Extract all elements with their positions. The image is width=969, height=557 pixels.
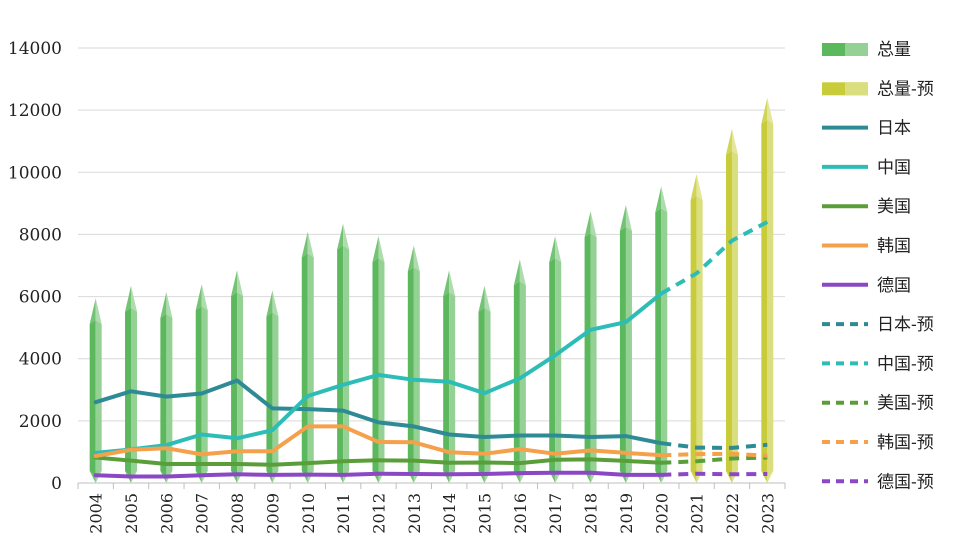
legend-item: 美国-预: [822, 394, 934, 414]
bar-total: [266, 290, 279, 483]
bar-total-forecast: [761, 97, 774, 483]
y-tick-label: 6000: [19, 288, 62, 308]
series-line-1: [93, 291, 664, 455]
bar-total: [655, 186, 668, 483]
axis-layer: 0 2000 4000 6000 8000 10000 12000 14000 2004 2005…: [8, 39, 786, 534]
x-tick-label: 2022: [723, 493, 742, 534]
legend-item: 日本-预: [822, 315, 934, 335]
legend-label: 美国-预: [877, 394, 934, 414]
x-tick-label: 2011: [334, 493, 353, 534]
bar-total-forecast: [690, 173, 703, 483]
x-tick-label: 2010: [299, 493, 318, 534]
bar-total: [407, 245, 420, 483]
legend-item: 美国: [822, 197, 911, 217]
series-line-2: [93, 455, 664, 467]
legend-item: 韩国-预: [822, 433, 934, 453]
bar-total: [301, 231, 314, 483]
series-line-4: [93, 470, 664, 479]
legend-item: 总量: [822, 40, 911, 60]
grid-layer: [78, 47, 785, 422]
series-line-3: [93, 424, 664, 458]
bar-total: [584, 211, 597, 483]
line-layer: [93, 220, 769, 479]
x-tick-label: 2023: [758, 493, 777, 534]
x-tick-label: 2014: [440, 493, 459, 534]
y-tick-label: 2000: [19, 412, 62, 432]
x-tick-label: 2015: [476, 493, 495, 534]
legend-label: 日本: [877, 119, 911, 139]
series-line-9: [661, 471, 768, 477]
legend-label: 德国: [877, 276, 911, 296]
x-tick-label: 2005: [122, 493, 141, 534]
x-tick-label: 2008: [228, 493, 247, 534]
legend-label: 中国: [877, 158, 911, 178]
x-tick-label: 2013: [405, 493, 424, 534]
bar-total: [619, 204, 632, 483]
legend-label: 中国-预: [877, 354, 934, 374]
x-tick-label: 2019: [617, 493, 636, 534]
y-tick-label: 4000: [19, 350, 62, 370]
legend-label: 韩国-预: [877, 433, 934, 453]
bar-total-forecast: [725, 128, 738, 483]
bar-layer: [89, 97, 774, 483]
legend-label: 德国-预: [877, 472, 934, 492]
series-line-5: [661, 441, 768, 450]
x-tick-label: 2021: [688, 493, 707, 534]
bar-total: [513, 259, 526, 483]
legend-item: 总量-预: [822, 79, 934, 99]
legend-item: 德国: [822, 276, 911, 296]
y-tick-label: 8000: [19, 225, 62, 245]
x-tick-label: 2004: [87, 493, 106, 534]
y-tick-label: 0: [51, 474, 62, 494]
legend-label: 总量: [877, 40, 911, 60]
bar-total: [549, 235, 562, 483]
x-tick-label: 2018: [582, 493, 601, 534]
legend-label: 日本-预: [877, 315, 934, 335]
series-line-6: [660, 220, 769, 296]
x-tick-label: 2009: [263, 493, 282, 534]
legend-label: 韩国: [877, 237, 911, 257]
legend-label: 总量-预: [877, 79, 934, 99]
bar-total: [160, 291, 173, 483]
series-line-8: [661, 451, 768, 458]
bar-total: [372, 235, 385, 483]
legend-item: 韩国: [822, 237, 911, 257]
x-tick-label: 2006: [157, 493, 176, 534]
y-tick-label: 14000: [8, 39, 62, 59]
legend-item: 中国: [822, 158, 911, 178]
series-line-0: [93, 378, 664, 446]
bar-total: [89, 298, 102, 483]
series-line-7: [661, 455, 768, 465]
legend-item: 中国-预: [822, 354, 934, 374]
y-tick-label: 12000: [8, 101, 62, 121]
x-tick-label: 2007: [193, 493, 212, 534]
x-tick-label: 2016: [511, 493, 530, 534]
legend-swatch-highlight: [845, 82, 868, 96]
legend-item: 日本: [822, 119, 911, 139]
bar-total: [337, 223, 350, 483]
x-tick-label: 2017: [546, 493, 565, 534]
x-tick-label: 2012: [369, 493, 388, 534]
bar-total: [125, 285, 138, 483]
legend-label: 美国: [877, 197, 911, 217]
y-tick-label: 10000: [8, 163, 62, 183]
legend-item: 德国-预: [822, 472, 934, 492]
bar-total: [443, 270, 456, 483]
legend-swatch-highlight: [845, 43, 868, 56]
x-tick-label: 2020: [652, 493, 671, 534]
